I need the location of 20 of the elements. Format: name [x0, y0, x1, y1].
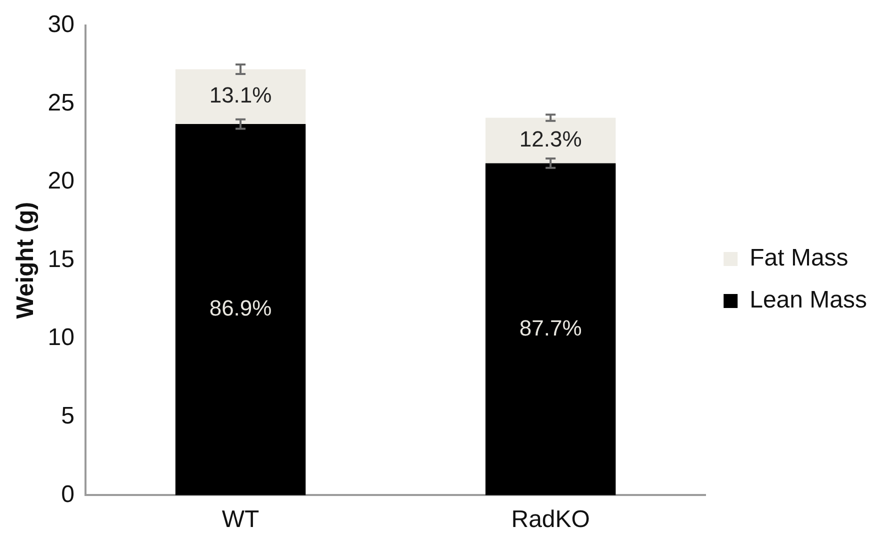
- y-axis-title: Weight (g): [12, 202, 40, 319]
- annotation: 87.7%: [519, 315, 582, 340]
- annotation: 12.3%: [519, 126, 582, 152]
- x-tick-label: WT: [222, 506, 260, 534]
- y-tick-label: 5: [61, 402, 74, 430]
- y-tick-label: 25: [48, 89, 74, 116]
- bar: [175, 124, 306, 496]
- legend-label: Lean Mass: [750, 286, 868, 314]
- bar: [175, 69, 306, 124]
- y-tick-label: 20: [48, 168, 74, 195]
- annotation: 86.9%: [209, 296, 272, 321]
- legend-label: Fat Mass: [750, 244, 848, 272]
- y-tick-label: 0: [61, 480, 74, 508]
- bar: [485, 118, 616, 164]
- y-tick-label: 15: [48, 246, 74, 273]
- annotation: 13.1%: [209, 82, 272, 108]
- bar: [485, 163, 616, 496]
- y-tick-label: 30: [48, 11, 74, 38]
- x-tick-label: RadKO: [511, 506, 590, 534]
- y-tick-label: 10: [48, 324, 74, 352]
